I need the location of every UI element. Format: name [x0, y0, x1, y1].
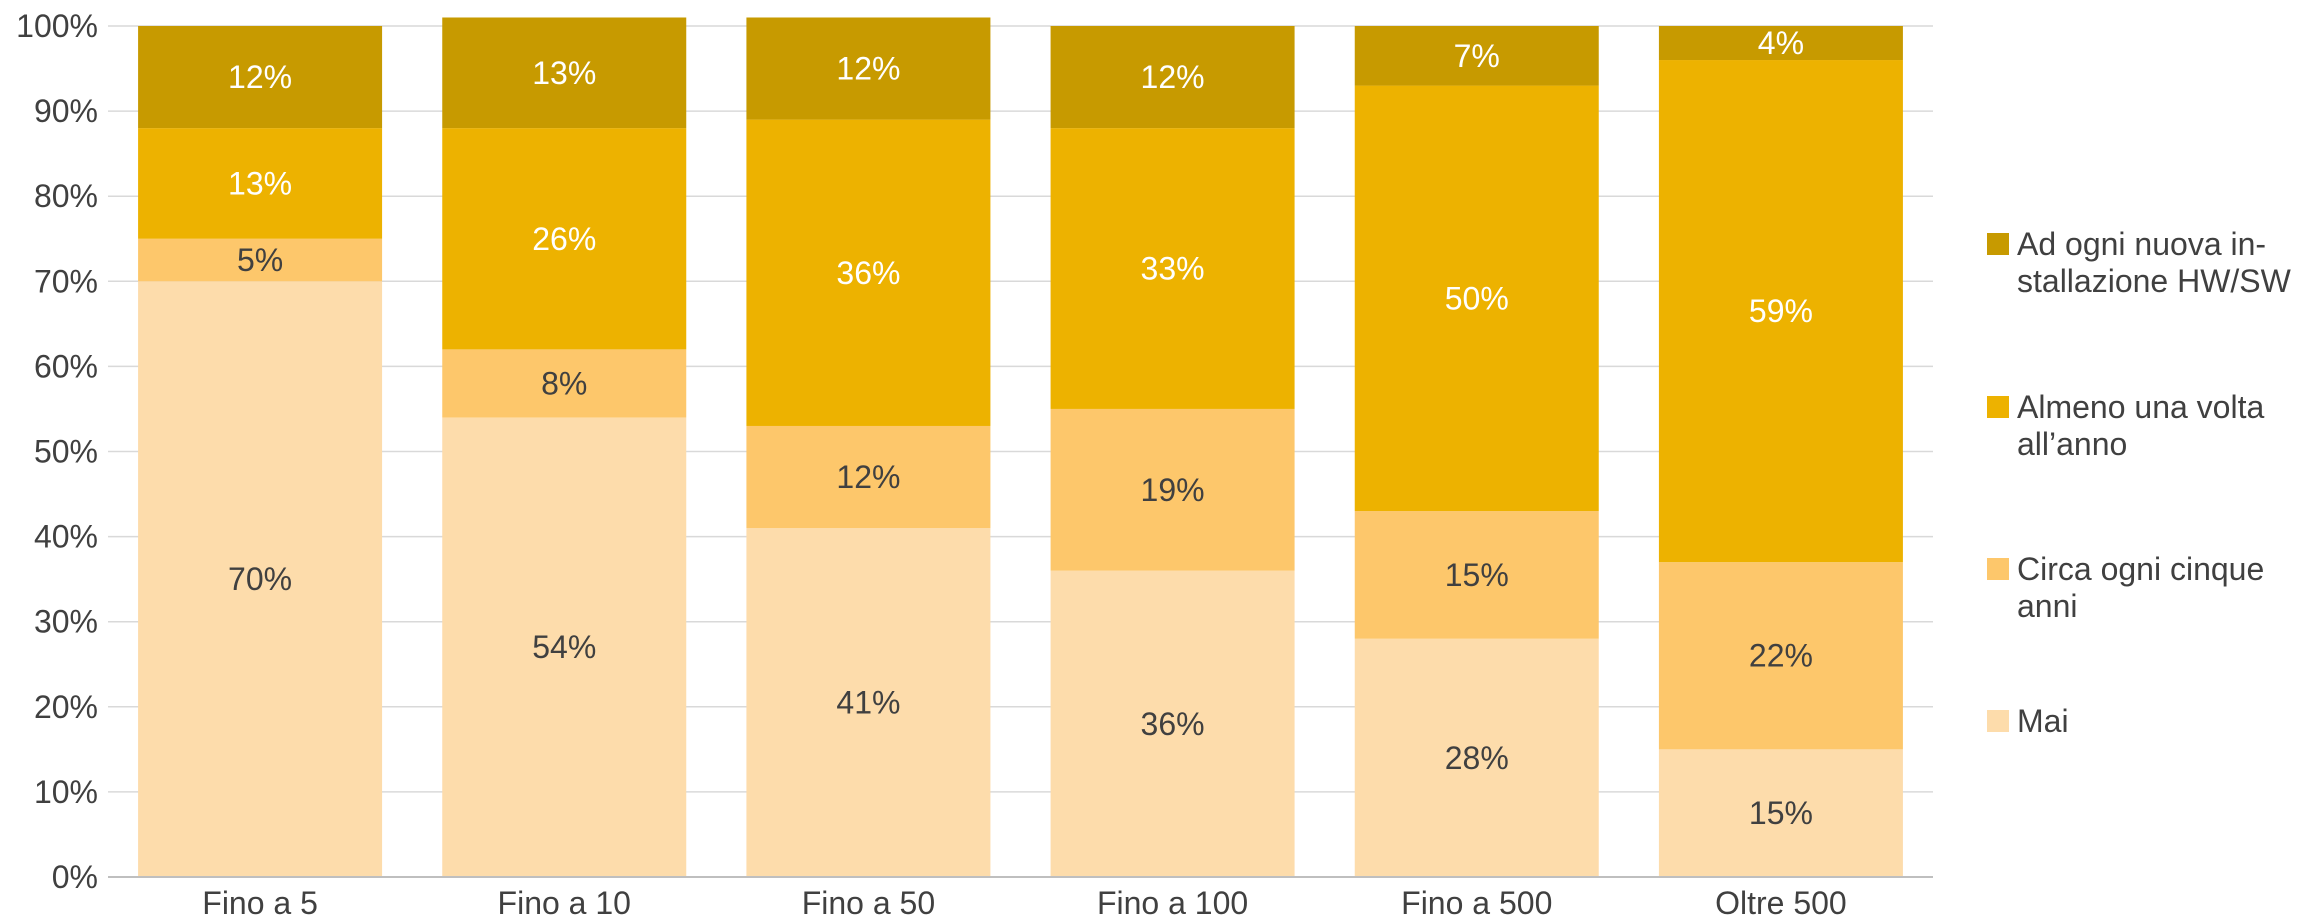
data-label: 12%	[1141, 59, 1205, 95]
data-label: 22%	[1749, 638, 1813, 674]
legend-label: stallazione HW/SW	[2017, 263, 2292, 299]
data-label: 26%	[532, 221, 596, 257]
data-label: 59%	[1749, 293, 1813, 329]
category-label: Fino a 100	[1097, 885, 1248, 916]
data-label: 5%	[237, 242, 283, 278]
data-label: 12%	[836, 459, 900, 495]
legend-swatch	[1987, 396, 2009, 418]
data-label: 12%	[836, 51, 900, 87]
category-label: Fino a 10	[498, 885, 631, 916]
data-label: 12%	[228, 59, 292, 95]
data-label: 33%	[1141, 251, 1205, 287]
data-label: 8%	[541, 365, 587, 401]
y-tick-label: 0%	[52, 859, 98, 895]
category-label: Fino a 50	[802, 885, 935, 916]
legend-swatch	[1987, 233, 2009, 255]
data-label: 13%	[532, 55, 596, 91]
bars	[138, 17, 1903, 877]
legend-label: Circa ogni cinque	[2017, 551, 2264, 587]
data-label: 36%	[1141, 706, 1205, 742]
y-tick-label: 90%	[34, 93, 98, 129]
y-tick-label: 50%	[34, 434, 98, 470]
y-tick-label: 60%	[34, 348, 98, 384]
legend-label: Ad ogni nuova in-	[2017, 226, 2266, 262]
data-label: 50%	[1445, 280, 1509, 316]
legend-swatch	[1987, 558, 2009, 580]
data-label: 41%	[836, 685, 900, 721]
data-label: 54%	[532, 629, 596, 665]
data-label: 13%	[228, 165, 292, 201]
category-label: Oltre 500	[1715, 885, 1847, 916]
data-label: 28%	[1445, 740, 1509, 776]
legend-swatch	[1987, 710, 2009, 732]
data-label: 15%	[1445, 557, 1509, 593]
y-tick-label: 70%	[34, 263, 98, 299]
category-label: Fino a 5	[202, 885, 318, 916]
data-label: 15%	[1749, 795, 1813, 831]
data-label: 7%	[1454, 38, 1500, 74]
y-tick-label: 80%	[34, 178, 98, 214]
legend: Ad ogni nuova in-stallazione HW/SW Almeno…	[1987, 226, 2292, 739]
y-tick-label: 40%	[34, 519, 98, 555]
legend-label: anni	[2017, 588, 2078, 624]
legend-label: Almeno una volta	[2017, 389, 2264, 425]
data-label: 4%	[1758, 25, 1804, 61]
y-tick-label: 30%	[34, 604, 98, 640]
y-tick-label: 100%	[16, 8, 98, 44]
data-label: 19%	[1141, 472, 1205, 508]
legend-label: Mai	[2017, 703, 2069, 739]
y-tick-label: 10%	[34, 774, 98, 810]
data-label: 36%	[836, 255, 900, 291]
data-label: 70%	[228, 561, 292, 597]
y-tick-label: 20%	[34, 689, 98, 725]
legend-label: all’anno	[2017, 426, 2127, 462]
category-label: Fino a 500	[1401, 885, 1552, 916]
